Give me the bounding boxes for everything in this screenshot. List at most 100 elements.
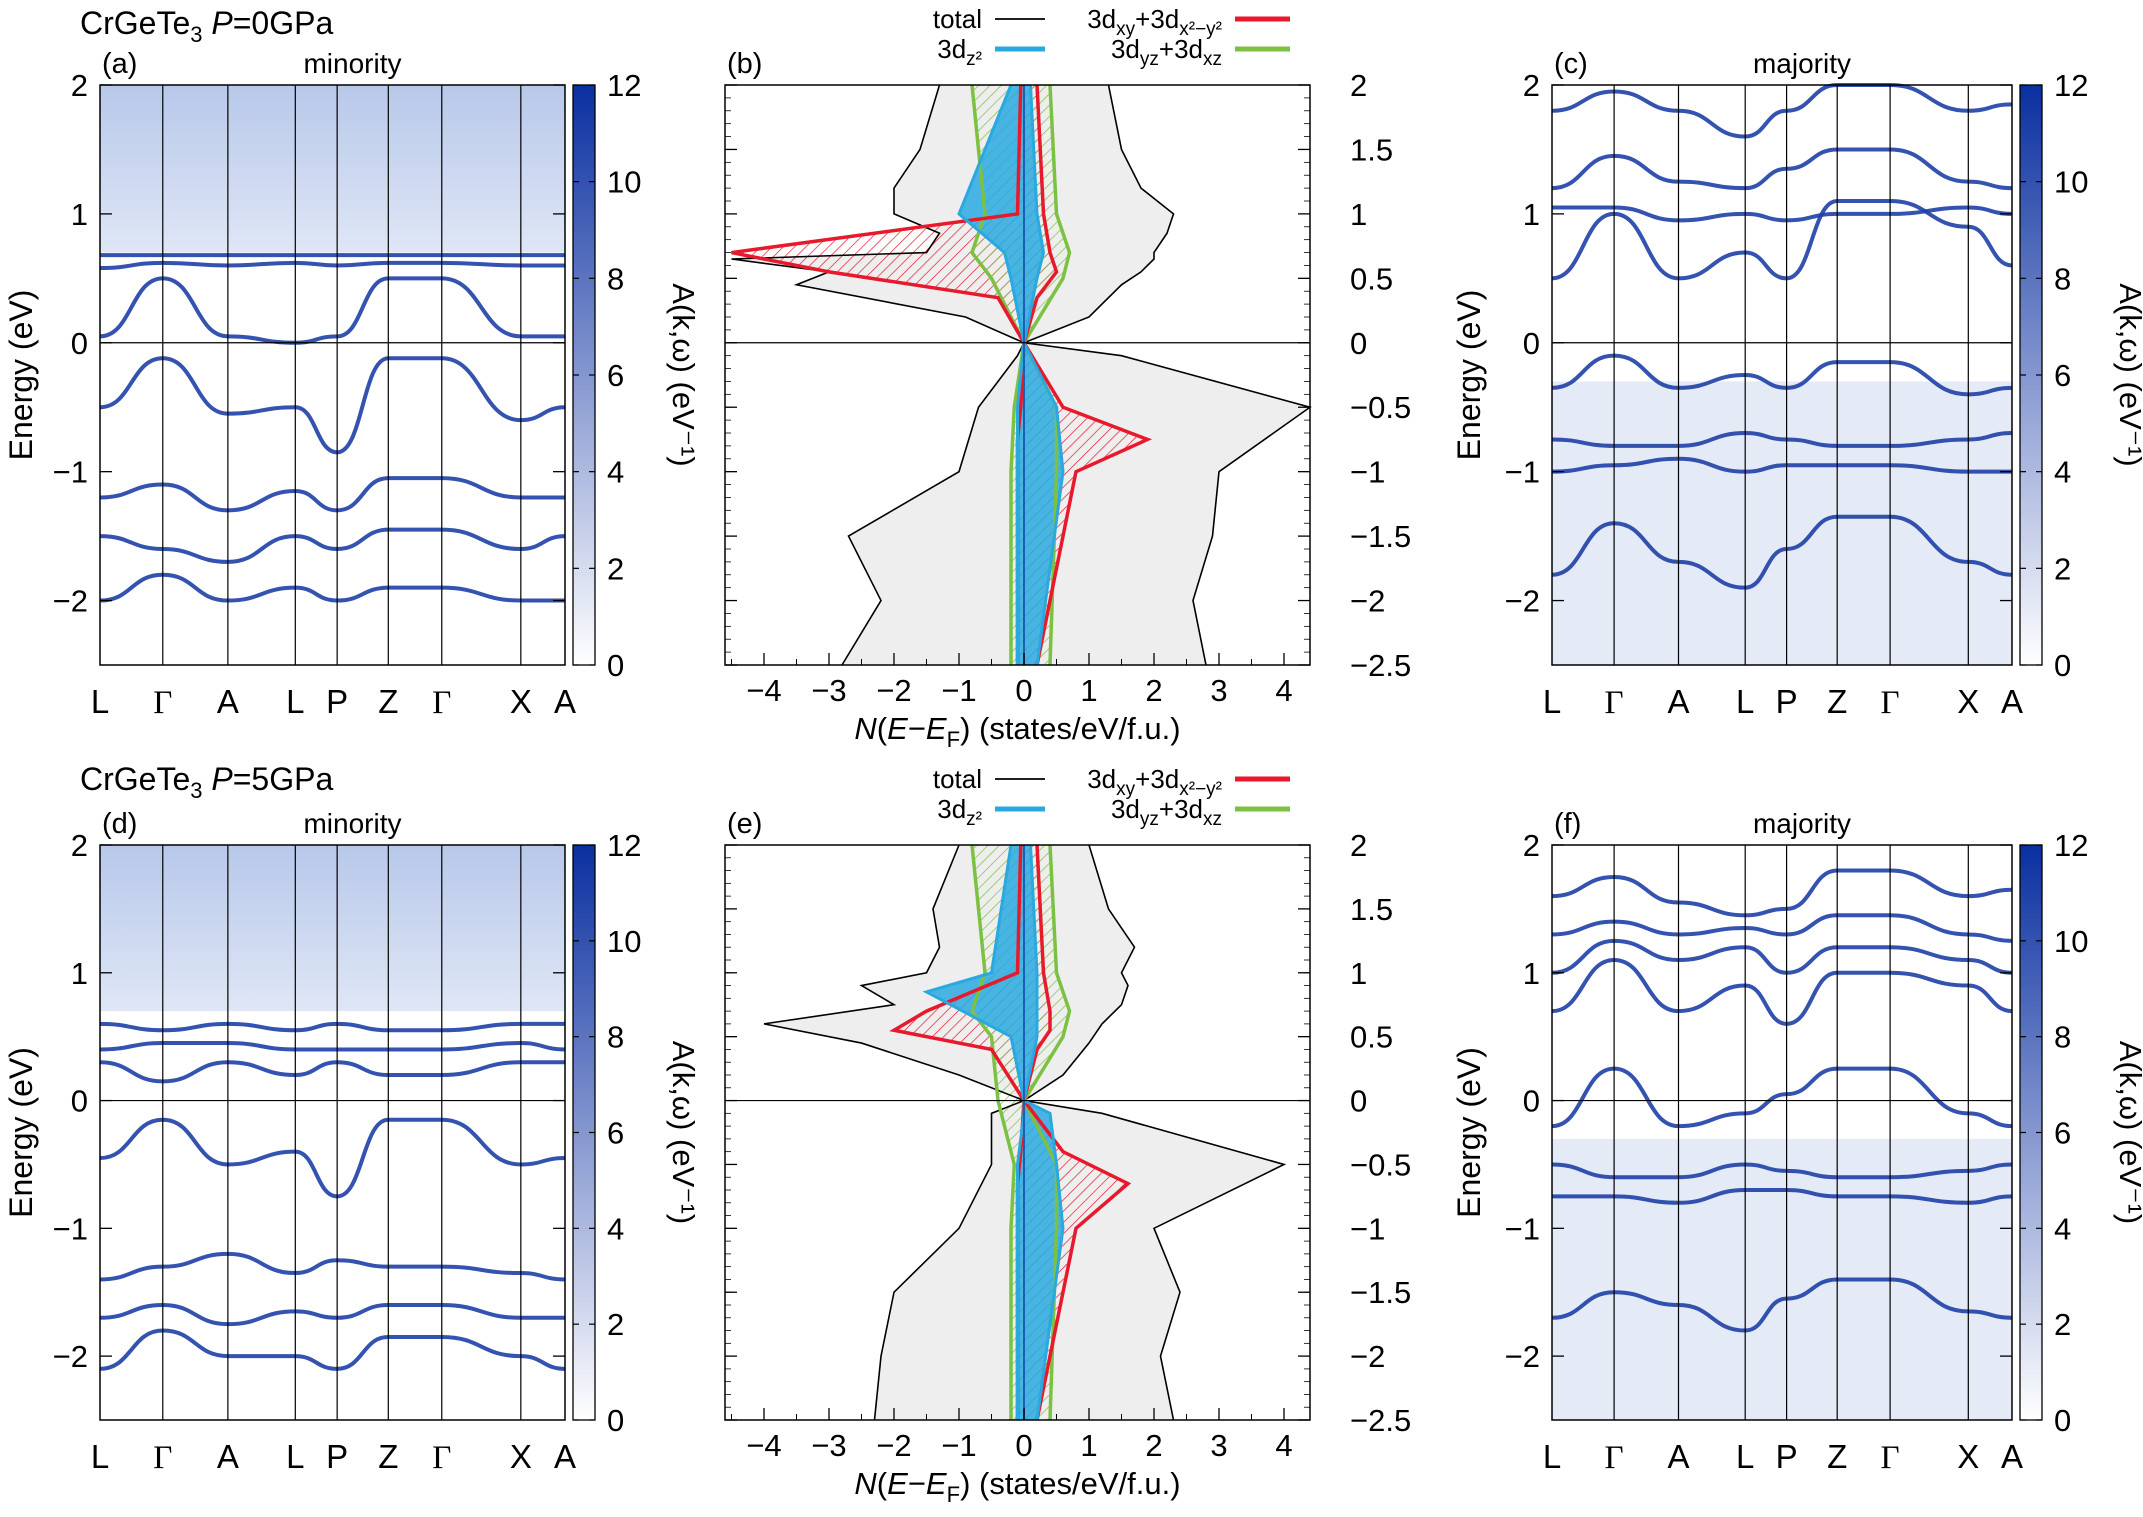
k-label: L xyxy=(91,683,109,720)
band-line xyxy=(1551,514,2013,590)
k-label: L xyxy=(1543,683,1561,720)
ytick-label: 2 xyxy=(1523,68,1540,103)
total-dos-line xyxy=(731,84,1026,666)
xtick-label: 3 xyxy=(1210,1428,1227,1463)
xtick-label: −1 xyxy=(941,673,976,708)
k-label: A xyxy=(554,683,576,720)
ytick-label: −0.5 xyxy=(1350,1147,1411,1182)
ytick-label: 1 xyxy=(71,197,88,232)
ytick-label: 1.5 xyxy=(1350,132,1393,167)
dz2-dos-line xyxy=(957,84,1026,665)
ytick-label: −1 xyxy=(53,1211,88,1246)
ytick-label: 2 xyxy=(1523,828,1540,863)
xtick-label: 0 xyxy=(1015,673,1032,708)
row1-title: CrGeTe3 P=0GPa xyxy=(80,5,333,47)
k-label: X xyxy=(1957,683,1979,720)
panel-label: (b) xyxy=(727,48,762,80)
k-label: X xyxy=(510,683,532,720)
k-label: L xyxy=(286,1438,304,1475)
k-label: A xyxy=(1667,1438,1689,1475)
ytick-label: −2 xyxy=(1350,1339,1385,1374)
ytick-label: −1.5 xyxy=(1350,519,1411,554)
k-label: X xyxy=(1957,1438,1979,1475)
band-line xyxy=(1551,1066,2013,1129)
ytick-label: −2.5 xyxy=(1350,1403,1411,1438)
k-label: Γ xyxy=(1605,685,1624,721)
ytick-label: 0 xyxy=(1350,326,1367,361)
plot-frame xyxy=(99,84,566,666)
colorbar-tick-label: 4 xyxy=(607,455,624,490)
k-label: P xyxy=(1776,683,1798,720)
legend-dyz-label: 3dyz+3dxz xyxy=(1111,794,1222,830)
ytick-label: −2.5 xyxy=(1350,648,1411,683)
dxy-dos-fill xyxy=(731,85,1024,665)
colorbar-label: A(k,ω) (eV⁻¹) xyxy=(2113,1041,2143,1225)
k-label: A xyxy=(217,683,239,720)
colorbar-tick-label: 12 xyxy=(2054,68,2088,103)
colorbar-tick-label: 0 xyxy=(2054,648,2071,683)
colorbar-tick-label: 4 xyxy=(2054,1211,2071,1246)
energy-axis-label: Energy (eV) xyxy=(1451,1047,1487,1218)
colorbar-tick-label: 12 xyxy=(2054,828,2088,863)
k-label: Γ xyxy=(153,1440,172,1476)
ytick-label: −2 xyxy=(53,1339,88,1374)
k-label: L xyxy=(286,683,304,720)
plot-frame xyxy=(1551,844,2013,1421)
k-label: Γ xyxy=(1605,1440,1624,1476)
total-dos-line xyxy=(1021,844,1287,1421)
dos-panel-e: −4 −3 −2 −1 0 1 2 3 4 2 1.5 1 0.5 0 −0.5 −1 −1.5 −2 −2.5 N(… xyxy=(724,764,1411,1507)
total-dos-line xyxy=(763,844,1027,1421)
ytick-label: 0.5 xyxy=(1350,1020,1393,1055)
k-label: Γ xyxy=(1881,685,1900,721)
k-label: P xyxy=(326,683,348,720)
ytick-label: −1 xyxy=(1505,1211,1540,1246)
dyz-dos-line xyxy=(1022,84,1072,666)
ytick-label: 1 xyxy=(1523,197,1540,232)
panel-label: (c) xyxy=(1554,48,1588,80)
ytick-label: 2 xyxy=(71,828,88,863)
colorbar-tick-label: 6 xyxy=(607,1116,624,1151)
k-label: Γ xyxy=(1881,1440,1900,1476)
ytick-label: 2 xyxy=(1350,68,1367,103)
k-label: Z xyxy=(378,1438,398,1475)
ytick-label: −1 xyxy=(1350,1211,1385,1246)
xtick-label: 4 xyxy=(1275,673,1292,708)
xtick-label: −4 xyxy=(746,1428,781,1463)
colorbar-tick-label: 6 xyxy=(2054,1116,2071,1151)
row2-title: CrGeTe3 P=5GPa xyxy=(80,761,333,803)
ytick-label: −2 xyxy=(1505,1339,1540,1374)
colorbar-tick-label: 2 xyxy=(607,1307,624,1342)
ytick-label: 2 xyxy=(71,68,88,103)
k-label: Z xyxy=(1827,1438,1847,1475)
k-label: P xyxy=(1776,1438,1798,1475)
k-label: L xyxy=(1543,1438,1561,1475)
panel-title: minority xyxy=(303,48,401,79)
colorbar-tick-label: 4 xyxy=(607,1211,624,1246)
colorbar-tick-label: 0 xyxy=(607,1403,624,1438)
colorbar-tick-label: 8 xyxy=(607,261,624,296)
panel-title: minority xyxy=(303,808,401,839)
colorbar-tick-label: 6 xyxy=(607,358,624,393)
k-label: P xyxy=(326,1438,348,1475)
k-label: A xyxy=(217,1438,239,1475)
plot-frame xyxy=(724,844,1311,1421)
xtick-label: 2 xyxy=(1145,673,1162,708)
k-label: Z xyxy=(1827,683,1847,720)
colorbar-tick-label: 12 xyxy=(607,68,641,103)
k-label: L xyxy=(1736,683,1754,720)
ytick-label: 1 xyxy=(1350,197,1367,232)
ytick-label: −2 xyxy=(1350,584,1385,619)
colorbar-tick-label: 2 xyxy=(2054,551,2071,586)
legend-dyz-label: 3dyz+3dxz xyxy=(1111,34,1222,70)
energy-axis-label: Energy (eV) xyxy=(1451,290,1487,461)
colorbar-tick-label: 10 xyxy=(2054,165,2088,200)
xtick-label: 2 xyxy=(1145,1428,1162,1463)
dz2-dos-fill xyxy=(926,845,1024,1420)
colorbar-tick-label: 2 xyxy=(2054,1307,2071,1342)
ytick-label: 0 xyxy=(1523,326,1540,361)
ytick-label: 2 xyxy=(1350,828,1367,863)
plot-frame xyxy=(99,844,566,1421)
ytick-label: −2 xyxy=(53,584,88,619)
